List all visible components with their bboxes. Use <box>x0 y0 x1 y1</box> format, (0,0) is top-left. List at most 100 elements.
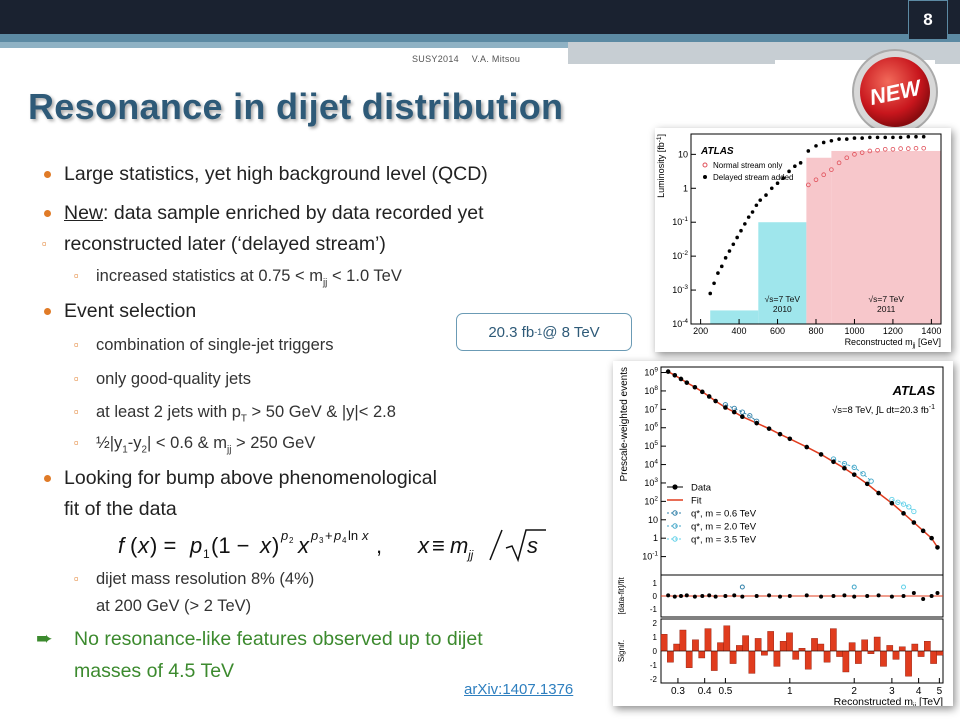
sub1-pre: increased statistics at 0.75 < m <box>96 267 323 285</box>
main-y-tick-label-4-base: 10 <box>644 441 654 451</box>
sub4-pre: at least 2 jets with p <box>96 403 241 421</box>
sub-mass-resolution-line2: at 200 GeV (> 2 TeV) <box>96 597 252 615</box>
ratio-point-1 <box>672 594 677 599</box>
normal-point-14 <box>913 145 919 151</box>
signif-bar-25 <box>817 643 825 652</box>
signif-bar-41 <box>917 650 925 657</box>
x-tick-label-6: 1400 <box>921 326 941 336</box>
signif-bar-11 <box>729 650 737 664</box>
author-label: V.A. Mitsou <box>471 54 521 64</box>
signif-bar-2 <box>673 643 680 652</box>
sub5-c: | < 0.6 & m <box>147 434 227 452</box>
signal-1-line <box>833 458 872 482</box>
sub1-post: < 1.0 TeV <box>327 267 402 285</box>
delayed-point-17 <box>781 176 786 180</box>
main-y-tick-label-4: 105 <box>644 440 658 451</box>
signif-bar-16 <box>761 650 768 656</box>
source-line: SUSY2014 V.A. Mitsou <box>412 54 530 64</box>
bullet-statistics: Large statistics, yet high background le… <box>44 160 488 188</box>
delayed-point-16 <box>775 181 780 185</box>
data-point-1 <box>672 372 678 378</box>
legend-entry-4-marker <box>672 536 678 542</box>
legend-delayed: Delayed stream added <box>713 173 794 182</box>
header-white-strip <box>775 60 935 64</box>
signif-bar-29 <box>842 650 850 673</box>
y-tick-label-1-exp: -3 <box>682 284 688 291</box>
dijet-chart: 10910810710610510410310210110-1ATLAS√s=8… <box>617 366 944 710</box>
signal-1-point-1 <box>841 460 848 467</box>
signif-bar-24 <box>811 638 818 652</box>
normal-point-2 <box>821 172 826 178</box>
signal-2-point-3 <box>906 504 912 510</box>
main-y-tick-label-1-base: 10 <box>644 386 654 396</box>
signif-bar-23 <box>804 650 812 670</box>
xlabel-sub: jj <box>912 342 916 349</box>
legend-entry-3-marker <box>672 523 678 529</box>
fit-line <box>667 370 939 548</box>
main-y-tick-label-9-base: 1 <box>653 533 658 543</box>
signif-bar-37 <box>892 650 900 660</box>
y-tick-label-4-base: 1 <box>683 183 688 193</box>
ratio-point-5 <box>700 594 705 598</box>
main-y-tick-label-0: 109 <box>644 367 658 378</box>
signif-bar-36 <box>886 645 894 652</box>
svg-text:p: p <box>333 528 341 543</box>
delayed-point-14 <box>764 193 768 197</box>
data-point-19 <box>851 472 857 477</box>
delayed-point-15 <box>769 186 774 191</box>
page-title: Resonance in dijet distribution <box>28 86 564 127</box>
y-tick-label-0: 10-4 <box>672 318 688 329</box>
normal-point-8 <box>867 148 873 154</box>
signif-bar-8 <box>710 650 718 671</box>
main-xlabel-unit: [TeV] <box>916 696 943 706</box>
x-tick-label-1: 400 <box>732 326 747 336</box>
ratio-tick-1: 0 <box>653 592 658 601</box>
main-y-tick-label-8-base: 10 <box>648 515 658 525</box>
ratio-point-19 <box>852 594 857 599</box>
svg-text:4: 4 <box>342 536 347 545</box>
legend-normal: Normal stream only <box>713 161 782 170</box>
main-y-tick-label-10-base: 10 <box>642 552 652 562</box>
header-bar <box>0 0 960 34</box>
main-y-tick-label-0-exp: 9 <box>654 367 658 374</box>
new-badge-icon: NEW <box>852 49 938 135</box>
data-point-11 <box>754 420 759 426</box>
normal-point-1 <box>813 177 819 183</box>
main-x-tick-label-6: 4 <box>916 686 922 697</box>
delayed-point-10 <box>746 215 751 219</box>
main-y-tick-label-10: 10-1 <box>642 551 658 562</box>
signif-bar-27 <box>829 628 837 652</box>
luminosity-region-0 <box>710 310 759 324</box>
ratio-point-8 <box>723 594 728 598</box>
svg-text:(1 −: (1 − <box>211 533 250 558</box>
atlas-label: ATLAS <box>700 146 734 157</box>
signif-bar-22 <box>798 648 806 652</box>
x-tick-label-0: 200 <box>693 326 708 336</box>
bullet-bump-line2: fit of the data <box>64 498 177 520</box>
luminosity-chart-panel: √s=7 TeV 2010 √s=7 TeV 2011 200 400 600 800 1000… <box>655 128 951 352</box>
signal-2-line <box>891 499 915 512</box>
signif-bar-9 <box>717 642 724 652</box>
signif-bar-10 <box>723 625 731 652</box>
conference-label: SUSY2014 <box>412 54 459 64</box>
fit-formula: f ( x ) = p 1 (1 − x ) p 2 x p 3 + p 4 l… <box>118 528 546 563</box>
delayed-point-32 <box>891 135 895 140</box>
signif-bar-43 <box>930 650 937 664</box>
arxiv-link[interactable]: arXiv:1407.1376 <box>464 681 574 698</box>
ratio-signal-1 <box>851 584 857 590</box>
bullet-new-rest: : data sample enriched by data recorded … <box>103 202 484 224</box>
y-tick-label-3: 10-1 <box>672 216 688 227</box>
signif-bar-19 <box>779 641 787 652</box>
y-tick-label-2: 10-2 <box>672 250 688 261</box>
signif-bar-40 <box>911 643 919 652</box>
signal-0-line <box>725 404 757 422</box>
signif-bar-42 <box>924 641 931 652</box>
signif-tick-0: 2 <box>653 619 658 628</box>
data-point-27 <box>935 545 940 550</box>
annotation-main: √s=8 TeV, ∫L dt=20.3 fb <box>832 405 929 416</box>
data-point-14 <box>787 436 793 442</box>
y-tick-label-0-exp: -4 <box>682 318 688 325</box>
signal-2-point-1 <box>895 499 901 505</box>
normal-point-11 <box>890 146 896 152</box>
energy-annotation: √s=8 TeV, ∫L dt=20.3 fb-1 <box>832 404 935 416</box>
